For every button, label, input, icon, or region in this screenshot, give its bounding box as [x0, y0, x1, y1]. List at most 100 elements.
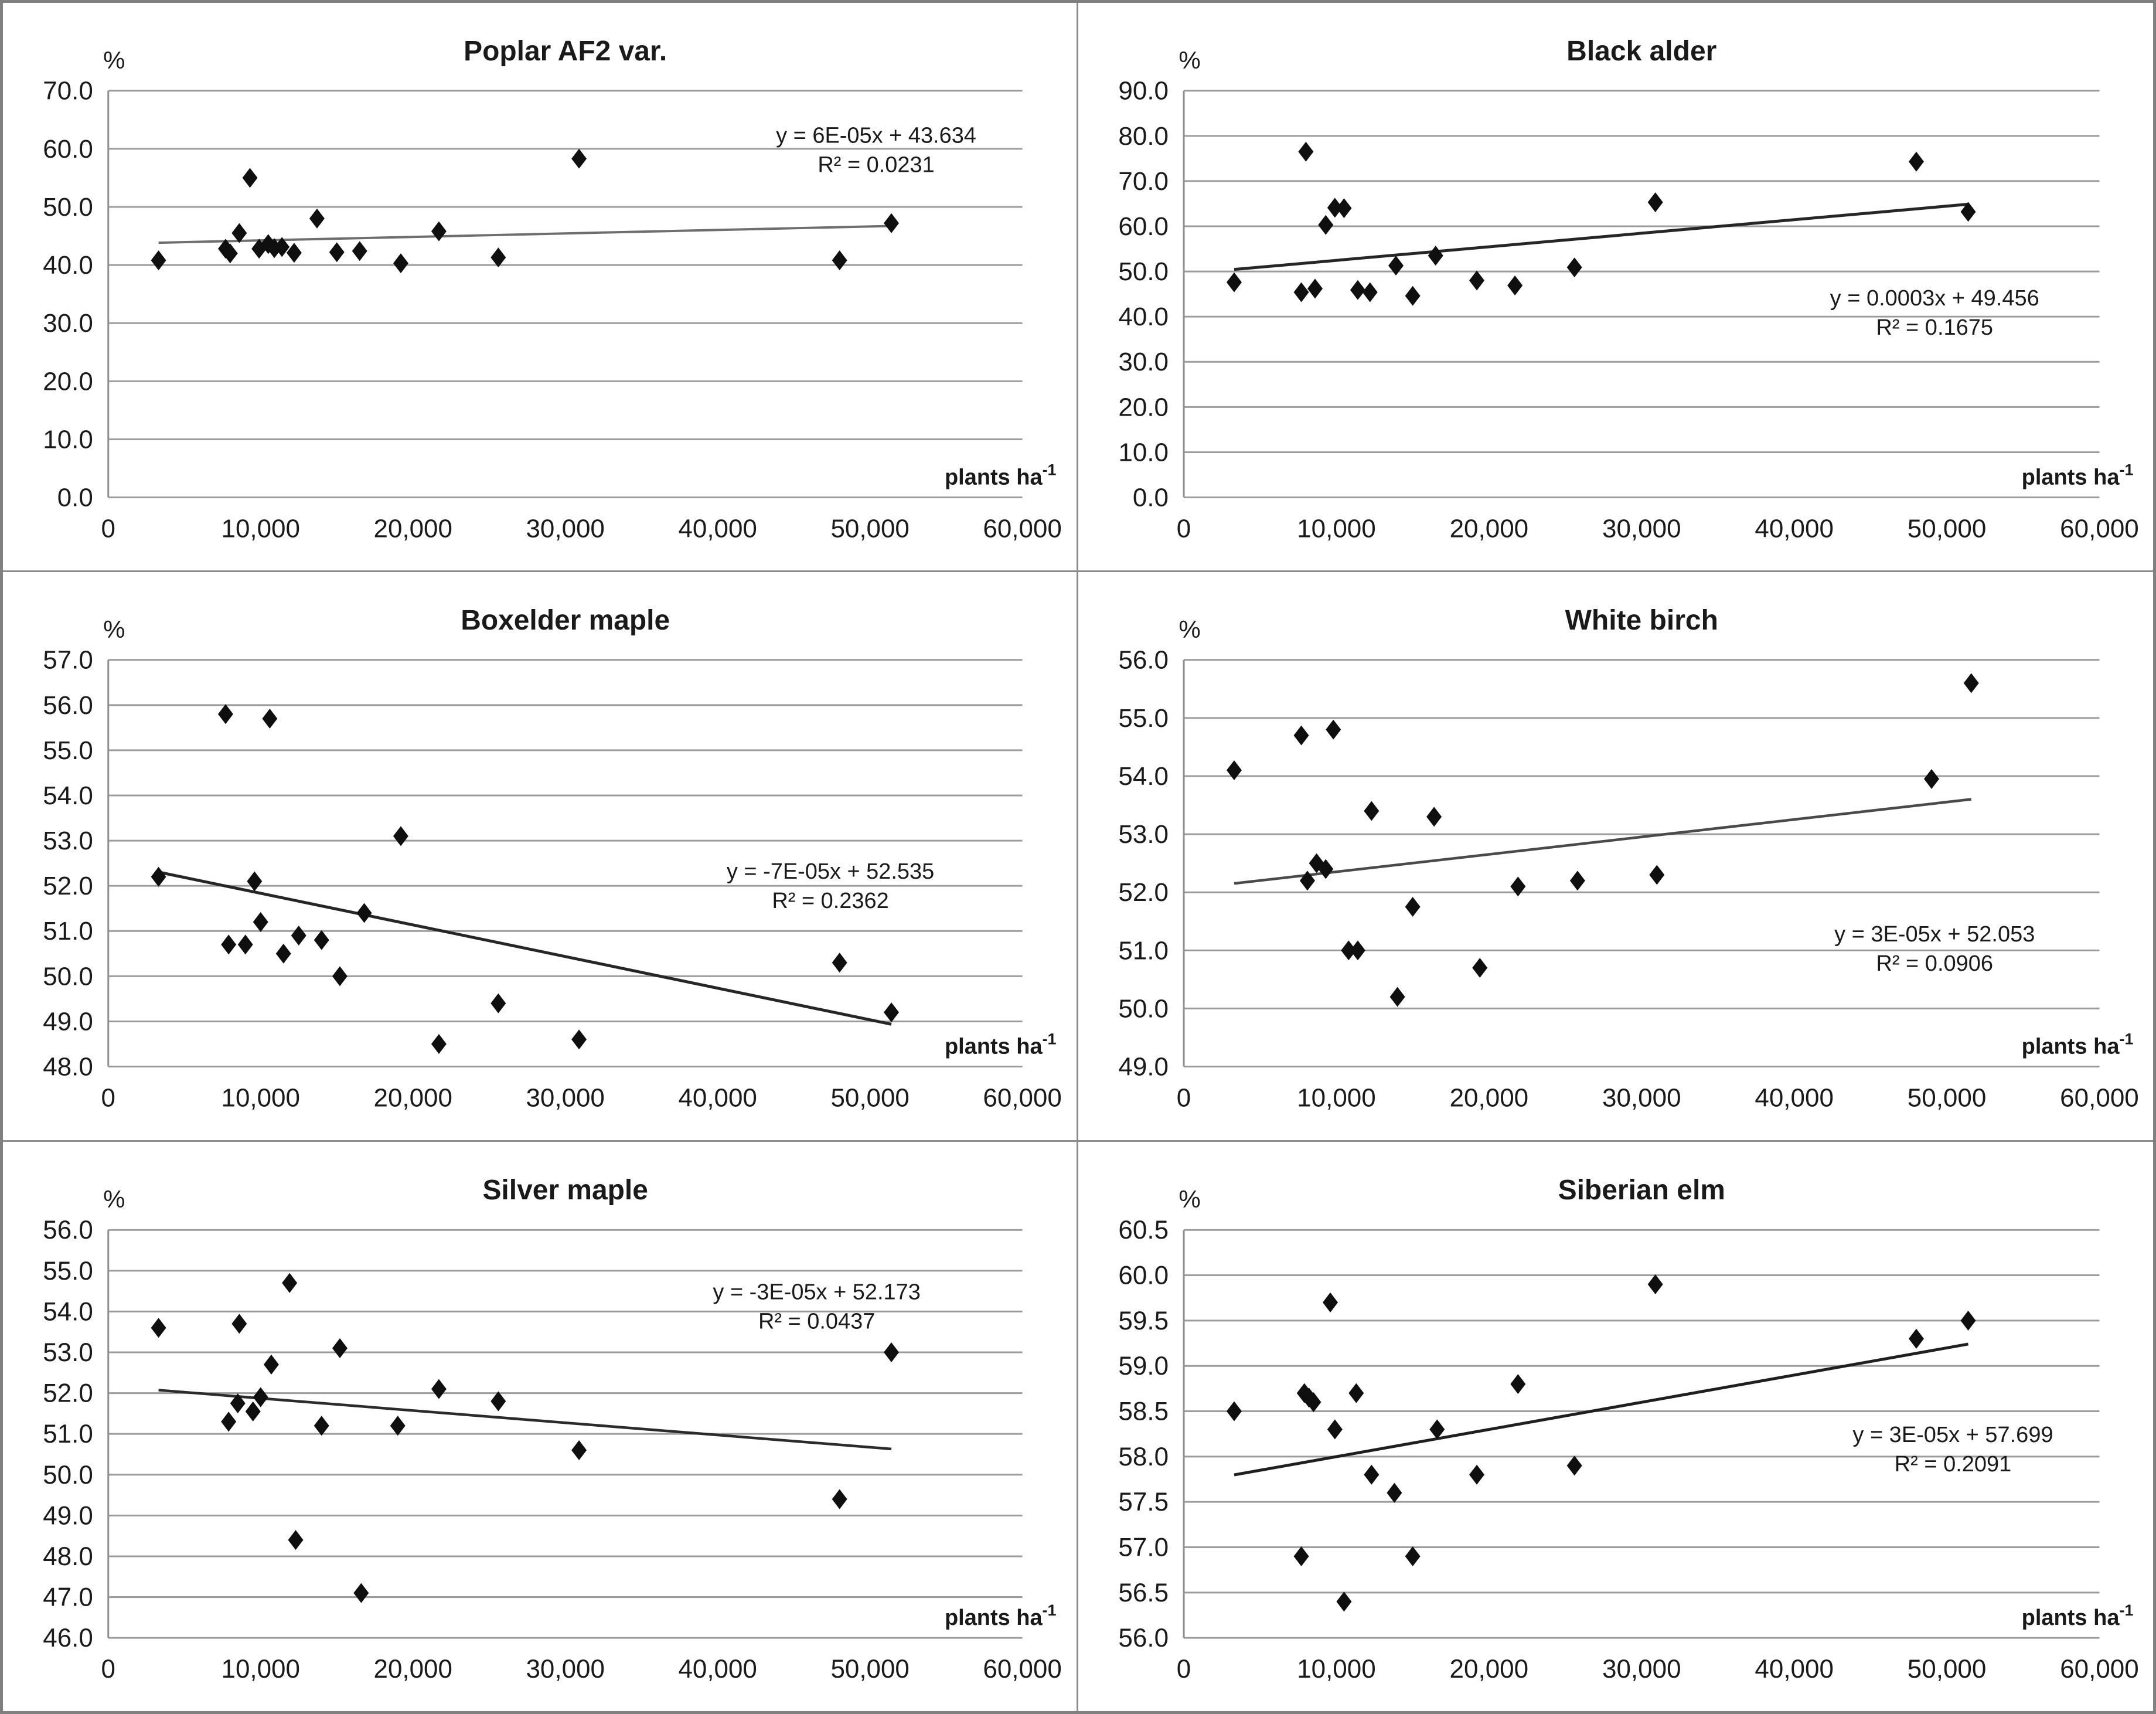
data-point — [431, 1379, 447, 1399]
trendline-equation: y = 3E-05x + 57.699 — [1852, 1423, 2053, 1447]
data-point — [832, 1489, 847, 1509]
data-point — [237, 934, 253, 955]
data-point — [1226, 760, 1242, 781]
data-point — [231, 223, 247, 243]
data-point — [332, 966, 348, 987]
data-point — [1348, 1383, 1364, 1403]
x-axis-unit-label: plants ha-1 — [945, 1031, 1057, 1059]
x-tick-label: 10,000 — [222, 1655, 300, 1684]
scatter-chart-boxelder-maple: Boxelder maple 57.0 56.0 55.0 54.0 53.0 52.0 5… — [43, 605, 1062, 1113]
data-point — [242, 168, 258, 188]
y-tick-label: 30.0 — [43, 309, 93, 338]
data-point — [571, 148, 587, 169]
data-point — [1428, 246, 1443, 266]
x-axis-unit-label: plants ha-1 — [2021, 461, 2133, 490]
x-tick-label: 60,000 — [2060, 1084, 2139, 1113]
data-point — [1960, 202, 1976, 222]
y-tick-label: 55.0 — [43, 1256, 93, 1285]
data-point — [571, 1440, 587, 1460]
data-point — [1363, 1464, 1379, 1485]
y-tick-label: 56.0 — [43, 1216, 93, 1244]
data-point — [1405, 285, 1421, 306]
data-point — [222, 243, 238, 264]
y-tick-label: 49.0 — [1118, 1053, 1169, 1082]
scatter-chart-silver-maple: Silver maple 56.0 55.0 54.0 53.0 52.0 51.0 50.… — [43, 1175, 1062, 1684]
data-point — [314, 930, 329, 950]
x-axis-unit-label: plants ha-1 — [945, 461, 1057, 490]
y-tick-label: 80.0 — [1118, 122, 1169, 151]
y-tick-label: 59.0 — [1118, 1352, 1169, 1380]
y-tick-label: 47.0 — [43, 1583, 93, 1611]
y-axis-unit-label: % — [1179, 46, 1200, 74]
y-axis-unit-label: % — [103, 1185, 125, 1213]
y-tick-label: 53.0 — [1118, 820, 1169, 849]
data-point — [832, 250, 847, 271]
data-point — [1350, 280, 1365, 300]
x-axis-unit-label: plants ha-1 — [2021, 1031, 2133, 1059]
x-tick-label: 20,000 — [1449, 514, 1528, 543]
data-point — [262, 709, 278, 729]
x-tick-label: 50,000 — [830, 514, 909, 543]
data-point — [491, 1391, 506, 1412]
chart-title: White birch — [1565, 605, 1718, 636]
y-tick-label: 56.0 — [1118, 646, 1169, 675]
data-point — [1336, 198, 1351, 219]
r-squared-label: R² = 0.2091 — [1894, 1452, 2011, 1477]
x-tick-label: 50,000 — [1907, 1084, 1986, 1113]
panel-white-birch: White birch 56.0 55.0 54.0 53.0 52.0 51.0 50.0… — [1078, 572, 2153, 1142]
y-tick-label: 60.0 — [1118, 1261, 1169, 1290]
x-tick-label: 50,000 — [830, 1655, 909, 1684]
x-tick-label: 0 — [101, 1084, 115, 1113]
data-point — [1297, 141, 1313, 162]
data-point — [1405, 897, 1421, 917]
data-point — [230, 1393, 246, 1413]
y-tick-label: 57.0 — [1118, 1533, 1169, 1562]
x-tick-label: 40,000 — [1755, 1084, 1834, 1113]
y-tick-label: 70.0 — [43, 77, 93, 106]
data-point — [356, 903, 372, 923]
data-point — [314, 1415, 329, 1436]
data-point — [1510, 1373, 1525, 1394]
trendline — [1234, 1342, 1968, 1477]
data-point — [1327, 1419, 1343, 1440]
data-point — [1336, 1591, 1351, 1611]
r-squared-label: R² = 0.0231 — [818, 152, 934, 177]
x-tick-label: 10,000 — [222, 1084, 300, 1113]
x-tick-label: 0 — [1176, 514, 1190, 543]
r-squared-label: R² = 0.0437 — [758, 1309, 875, 1334]
data-point — [352, 241, 367, 261]
x-tick-label: 10,000 — [1297, 1084, 1376, 1113]
data-point — [231, 1313, 247, 1334]
y-axis-unit-label: % — [103, 46, 125, 74]
x-tick-label: 10,000 — [1297, 1655, 1376, 1684]
y-tick-label: 56.0 — [43, 691, 93, 720]
x-tick-label: 30,000 — [1602, 514, 1681, 543]
data-point — [1426, 807, 1442, 827]
data-point — [253, 912, 268, 933]
y-tick-label: 54.0 — [43, 781, 93, 810]
y-axis-unit-label: % — [1179, 615, 1200, 643]
x-axis-unit-exponent: -1 — [1043, 1031, 1057, 1048]
data-point — [221, 934, 237, 955]
x-tick-label: 60,000 — [983, 1655, 1061, 1684]
x-tick-label: 40,000 — [678, 1084, 757, 1113]
x-tick-label: 60,000 — [983, 514, 1061, 543]
data-point — [151, 867, 166, 887]
data-point — [217, 704, 233, 725]
data-point — [245, 1401, 261, 1421]
y-tick-label: 40.0 — [43, 251, 93, 280]
x-tick-label: 20,000 — [374, 1084, 452, 1113]
x-tick-label: 30,000 — [526, 1655, 604, 1684]
x-tick-label: 20,000 — [1449, 1655, 1528, 1684]
y-tick-label: 20.0 — [1118, 393, 1169, 421]
x-tick-label: 10,000 — [1297, 514, 1376, 543]
x-tick-label: 30,000 — [526, 514, 605, 543]
scatter-chart-white-birch: White birch 56.0 55.0 54.0 53.0 52.0 51.0 50.0… — [1118, 605, 2139, 1113]
data-point — [1317, 859, 1333, 879]
y-tick-label: 51.0 — [43, 1420, 93, 1448]
y-tick-label: 50.0 — [1118, 257, 1169, 286]
data-point — [274, 237, 290, 257]
trendline — [158, 1388, 892, 1450]
data-point — [393, 826, 408, 846]
data-point — [1296, 1383, 1312, 1403]
